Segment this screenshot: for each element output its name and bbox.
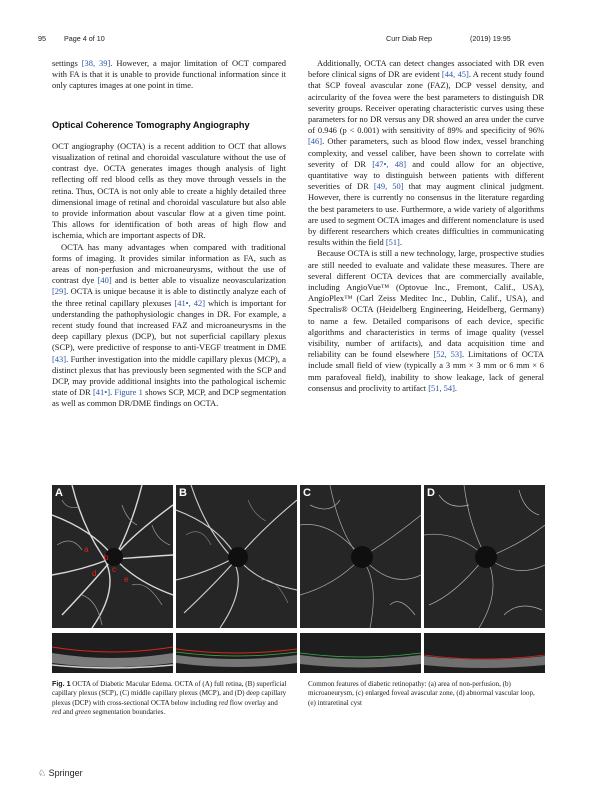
octa-panel-b: B — [176, 485, 297, 628]
reference-link[interactable]: [51, 54] — [428, 382, 455, 393]
paragraph: Additionally, OCTA can detect changes as… — [308, 58, 544, 248]
annotation-label: a — [84, 545, 89, 554]
caption-label: Fig. 1 — [52, 680, 71, 688]
left-column: settings [38, 39]. However, a major limi… — [52, 58, 286, 410]
reference-link[interactable]: [40] — [97, 275, 112, 286]
vessel-image — [300, 485, 421, 628]
annotation-label: d — [92, 569, 97, 578]
reference-link[interactable]: [46] — [308, 136, 323, 147]
paragraph: OCT angiography (OCTA) is a recent addit… — [52, 140, 286, 241]
reference-link[interactable]: [43] — [52, 353, 67, 364]
reference-link[interactable]: [38, 39] — [81, 58, 111, 68]
vessel-image — [52, 485, 173, 628]
reference-link[interactable]: [41•, 42] — [174, 297, 206, 308]
paragraph: OCTA has many advantages when compared w… — [52, 241, 287, 409]
octa-panel-a: A a b c d e — [52, 485, 173, 628]
figure-caption: Fig. 1 OCTA of Diabetic Macular Edema. O… — [52, 680, 287, 716]
panel-label: D — [427, 487, 435, 499]
octa-panel-c: C — [300, 485, 421, 628]
vessel-image — [176, 485, 297, 628]
figure-caption-features: Common features of diabetic retinopathy:… — [308, 680, 535, 707]
reference-link[interactable]: [41•] — [93, 387, 111, 398]
reference-link[interactable]: [47•, 48] — [372, 158, 407, 169]
panel-label: C — [303, 487, 311, 499]
page-number: 95 — [38, 34, 46, 43]
journal-name: Curr Diab Rep — [386, 34, 432, 43]
annotation-label: e — [124, 575, 129, 584]
page-of: Page 4 of 10 — [64, 34, 105, 43]
section-heading: Optical Coherence Tomography Angiography — [52, 119, 250, 130]
annotation-label: b — [104, 553, 109, 562]
reference-link[interactable]: [29] — [52, 286, 67, 297]
vessel-image — [424, 485, 545, 628]
cross-section-d — [424, 633, 545, 673]
reference-link[interactable]: [44, 45] — [441, 69, 469, 80]
reference-link[interactable]: [49, 50] — [373, 181, 404, 192]
citation: (2019) 19:95 — [470, 34, 511, 43]
springer-icon: ♘ — [38, 768, 47, 778]
reference-link[interactable]: [51] — [385, 237, 400, 248]
cross-section-a — [52, 633, 173, 673]
right-column: Additionally, OCTA can detect changes as… — [308, 58, 544, 394]
reference-link[interactable]: [52, 53] — [433, 349, 462, 360]
publisher-logo: ♘ Springer — [38, 768, 83, 778]
paragraph: Because OCTA is still a new technology, … — [308, 248, 544, 393]
figure-1: A a b c d e B C — [52, 485, 546, 675]
figure-link[interactable]: Figure 1 — [114, 387, 143, 398]
octa-panel-d: D — [424, 485, 545, 628]
cross-section-b — [176, 633, 297, 673]
panel-label: B — [179, 487, 187, 499]
paragraph: settings [38, 39]. However, a major limi… — [52, 58, 286, 91]
annotation-label: c — [112, 565, 116, 574]
cross-section-c — [300, 633, 421, 673]
panel-label: A — [55, 487, 63, 499]
